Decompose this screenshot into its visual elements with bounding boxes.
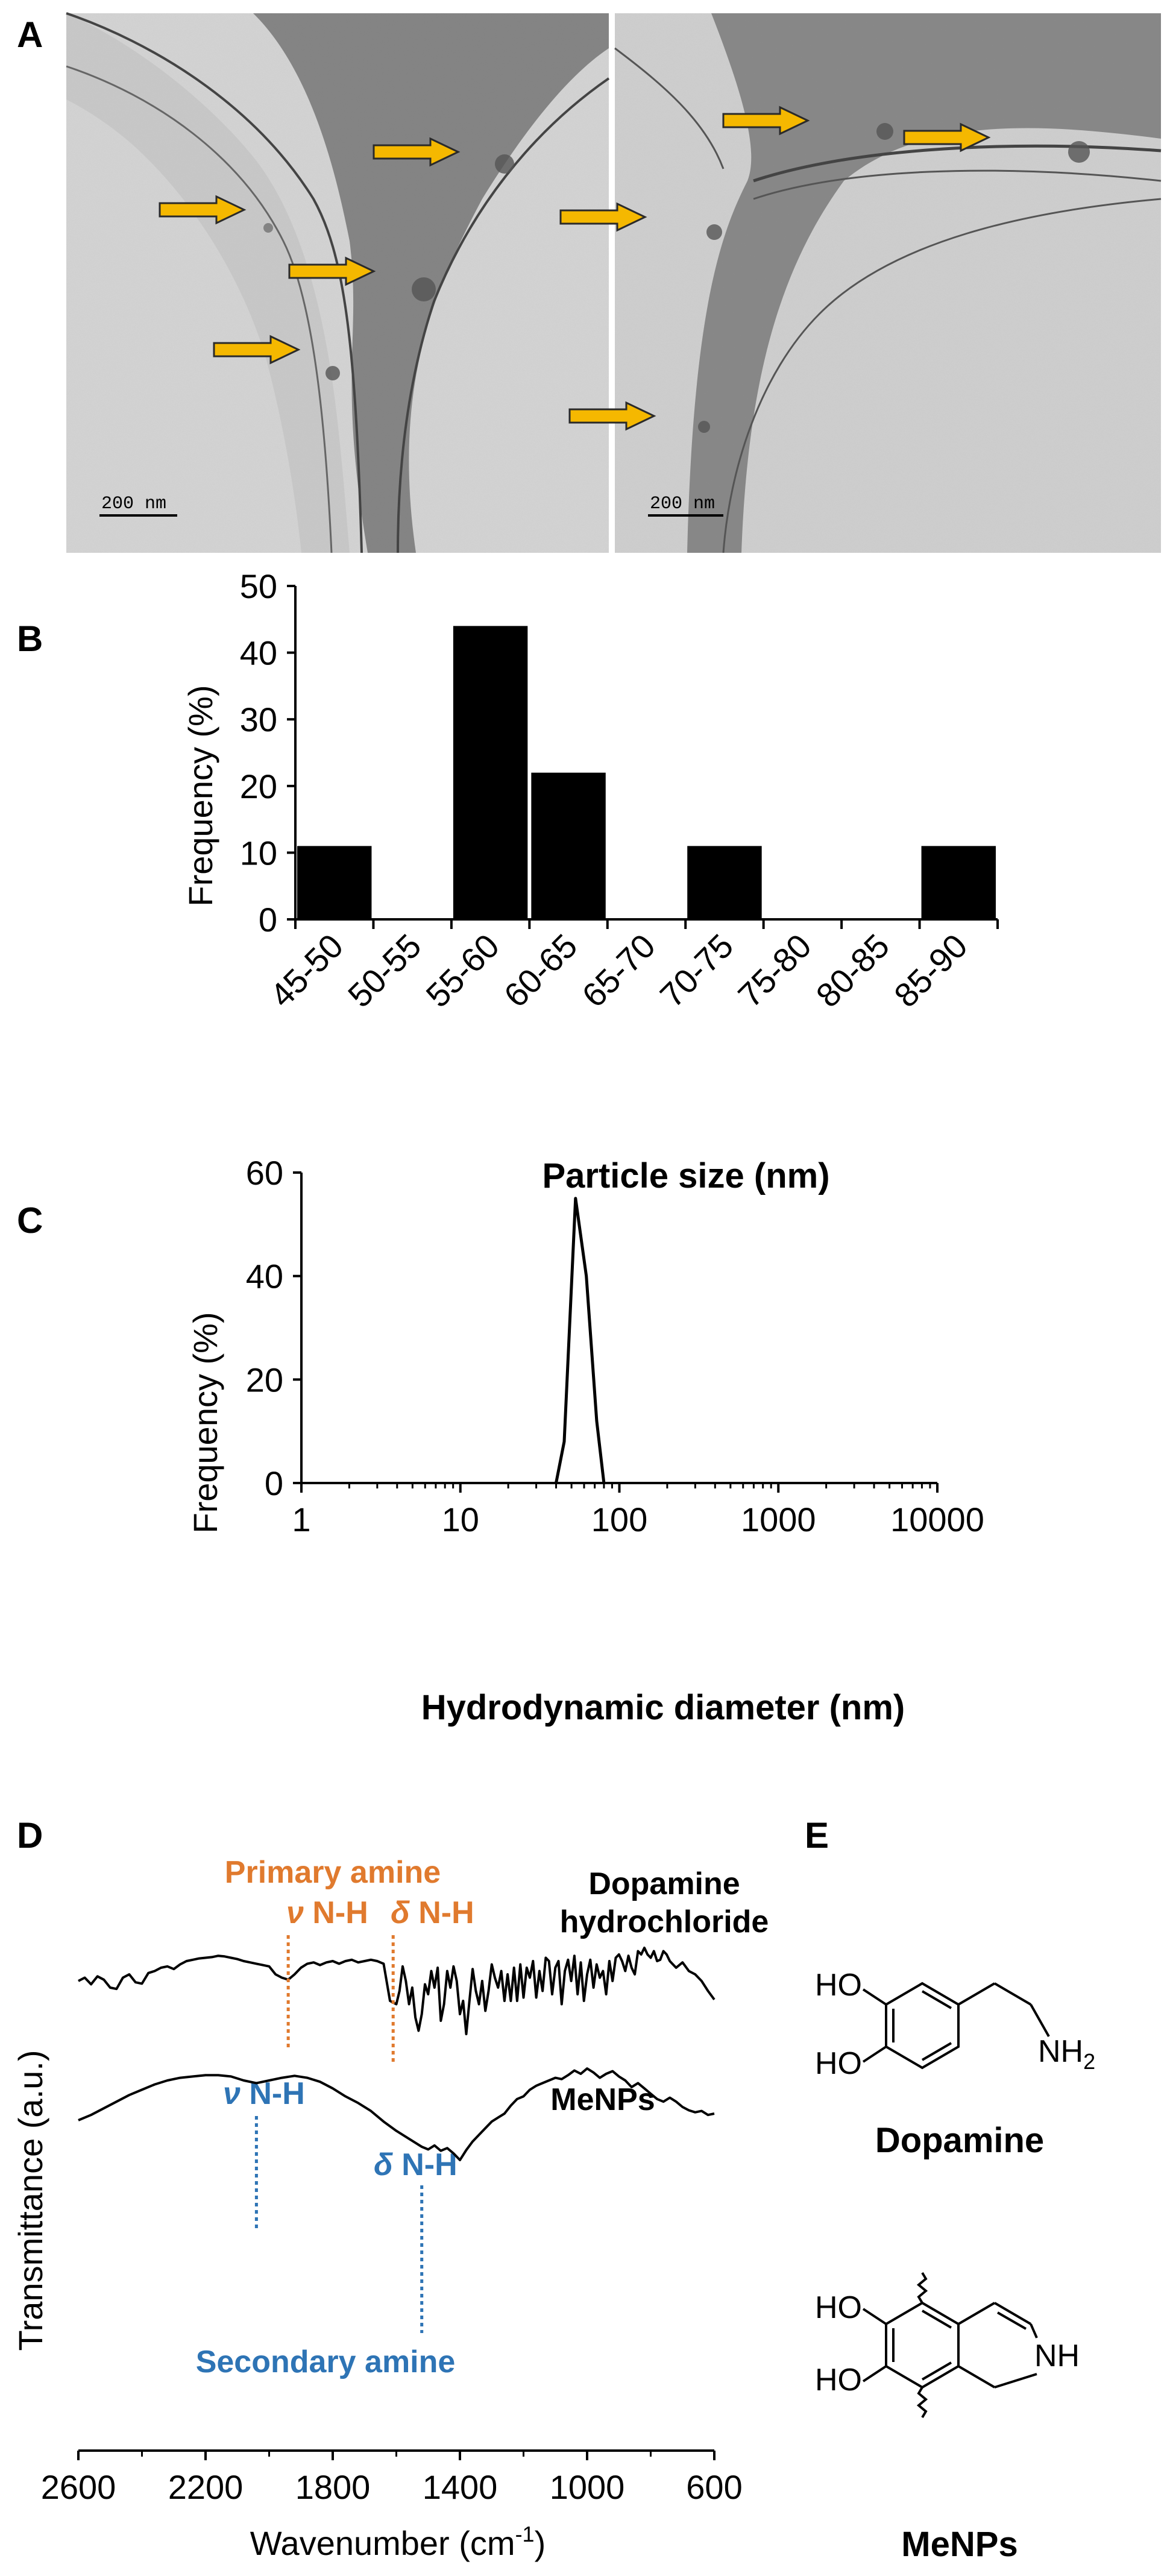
arrow-4 bbox=[213, 335, 301, 365]
d-xtick-label: 1000 bbox=[550, 2468, 625, 2506]
dopamine-oh-top: HO bbox=[815, 1968, 862, 2003]
b-ytick-label: 30 bbox=[240, 701, 277, 738]
b-ytick-label: 20 bbox=[240, 767, 277, 805]
d-xlabel: Wavenumber (cm-1) bbox=[250, 2522, 546, 2562]
chart-d: Transmittance (a.u.) Wavenumber (cm-1) P… bbox=[11, 1855, 769, 2562]
chart-c: Frequency (%) Hydrodynamic diameter (nm)… bbox=[186, 1154, 984, 1727]
primary-nu-label: ν N-H bbox=[286, 1895, 368, 1930]
dopamine-amine: NH2 bbox=[1038, 2034, 1095, 2074]
menps-amine: NH bbox=[1034, 2338, 1080, 2373]
d-xtick-label: 2600 bbox=[41, 2468, 116, 2506]
primary-amine-title: Primary amine bbox=[225, 1855, 441, 1890]
menps-oh-top: HO bbox=[815, 2290, 862, 2325]
scale-bar-label-right: 200 nm bbox=[650, 494, 715, 514]
secondary-amine-title: Secondary amine bbox=[196, 2345, 456, 2379]
arrow-5 bbox=[722, 105, 810, 136]
secondary-delta-text: N-H bbox=[393, 2147, 458, 2182]
bar-70-75 bbox=[687, 846, 762, 919]
panel-label-e: E bbox=[805, 1815, 829, 1856]
arrow-6 bbox=[903, 122, 991, 153]
d-ylabel: Transmittance (a.u.) bbox=[11, 2050, 49, 2351]
secondary-delta-symbol: δ bbox=[374, 2147, 393, 2182]
secondary-delta-label: δ N-H bbox=[374, 2147, 458, 2182]
b-ytick-label: 10 bbox=[240, 834, 277, 872]
panel-label-b: B bbox=[17, 619, 43, 659]
dopamine-oh-bottom: HO bbox=[815, 2046, 862, 2081]
b-xtick-label: 85-90 bbox=[887, 927, 975, 1015]
c-series-line bbox=[555, 1197, 606, 1484]
bar-55-60 bbox=[453, 626, 528, 919]
dopamine-amine-sub: 2 bbox=[1083, 2049, 1095, 2074]
menps-structure bbox=[862, 2272, 1038, 2419]
c-ytick-label: 40 bbox=[246, 1258, 283, 1296]
primary-nu-symbol: ν bbox=[286, 1895, 304, 1930]
c-ylabel: Frequency (%) bbox=[186, 1312, 224, 1533]
scale-bar-label-left: 200 nm bbox=[101, 494, 166, 514]
c-ytick-label: 0 bbox=[265, 1464, 283, 1502]
bar-85-90 bbox=[921, 846, 996, 919]
b-ylabel: Frequency (%) bbox=[181, 685, 219, 906]
c-ytick-label: 60 bbox=[246, 1154, 283, 1192]
arrow-1 bbox=[373, 137, 461, 167]
b-xtick-label: 50-55 bbox=[341, 927, 429, 1015]
b-xtick-label: 80-85 bbox=[808, 927, 896, 1015]
menps-name: MeNPs bbox=[901, 2525, 1017, 2564]
c-xtick-label: 1 bbox=[292, 1501, 310, 1538]
primary-delta-label: δ N-H bbox=[391, 1895, 474, 1930]
d-xlabel-end: ) bbox=[535, 2524, 546, 2562]
arrow-3 bbox=[288, 256, 376, 286]
d-series-dopamine bbox=[78, 1947, 716, 2035]
dopamine-series-label-2: hydrochloride bbox=[560, 1904, 769, 1939]
menps-series-label: MeNPs bbox=[550, 2082, 655, 2117]
b-xtick-label: 45-50 bbox=[262, 927, 350, 1015]
bar-60-65 bbox=[531, 772, 606, 919]
arrow-2 bbox=[159, 195, 247, 225]
b-xtick-label: 65-70 bbox=[574, 927, 662, 1015]
b-xtick-label: 55-60 bbox=[418, 927, 506, 1015]
micrograph-right: 200 nm bbox=[614, 13, 1162, 553]
c-xlabel: Hydrodynamic diameter (nm) bbox=[421, 1688, 905, 1727]
d-xtick-label: 2200 bbox=[168, 2468, 244, 2506]
b-xlabel: Particle size (nm) bbox=[542, 1156, 829, 1195]
bar-45-50 bbox=[297, 846, 372, 919]
dopamine-series-label-1: Dopamine bbox=[588, 1866, 740, 1901]
secondary-nu-label: ν N-H bbox=[223, 2076, 305, 2111]
c-xtick-label: 1000 bbox=[741, 1501, 816, 1538]
panel-label-c: C bbox=[17, 1200, 43, 1241]
dopamine-amine-nh: NH bbox=[1038, 2034, 1083, 2069]
secondary-nu-symbol: ν bbox=[223, 2076, 241, 2111]
d-xtick-label: 1800 bbox=[295, 2468, 371, 2506]
primary-delta-text: N-H bbox=[410, 1895, 474, 1930]
c-xtick-label: 10000 bbox=[890, 1501, 984, 1538]
c-xtick-label: 100 bbox=[591, 1501, 647, 1538]
micrograph-left: 200 nm bbox=[66, 12, 610, 553]
d-xtick-label: 1400 bbox=[423, 2468, 498, 2506]
b-xtick-label: 70-75 bbox=[653, 927, 741, 1015]
b-ytick-label: 0 bbox=[259, 901, 277, 939]
dopamine-structure bbox=[862, 1982, 1050, 2070]
panel-label-d: D bbox=[17, 1815, 43, 1856]
b-xtick-label: 75-80 bbox=[731, 927, 819, 1015]
chart-b: Frequency (%) Particle size (nm) 0 10 20 30… bbox=[181, 567, 999, 1195]
primary-delta-symbol: δ bbox=[391, 1895, 410, 1930]
d-xlabel-sup: -1 bbox=[515, 2522, 535, 2546]
menps-oh-bottom: HO bbox=[815, 2363, 862, 2398]
c-ytick-label: 20 bbox=[246, 1361, 283, 1399]
b-ytick-label: 50 bbox=[240, 567, 277, 605]
d-xtick-label: 600 bbox=[686, 2468, 742, 2506]
panel-label-a: A bbox=[17, 14, 43, 55]
primary-nu-text: N-H bbox=[304, 1895, 368, 1930]
arrow-7 bbox=[559, 202, 647, 232]
c-xtick-label: 10 bbox=[442, 1501, 479, 1538]
b-xtick-label: 60-65 bbox=[497, 927, 585, 1015]
d-series-menps bbox=[78, 2067, 715, 2161]
b-ytick-label: 40 bbox=[240, 634, 277, 672]
d-xlabel-main: Wavenumber (cm bbox=[250, 2524, 515, 2562]
arrow-8 bbox=[568, 401, 656, 431]
particle-arrows bbox=[159, 105, 991, 431]
dopamine-name: Dopamine bbox=[875, 2121, 1044, 2160]
